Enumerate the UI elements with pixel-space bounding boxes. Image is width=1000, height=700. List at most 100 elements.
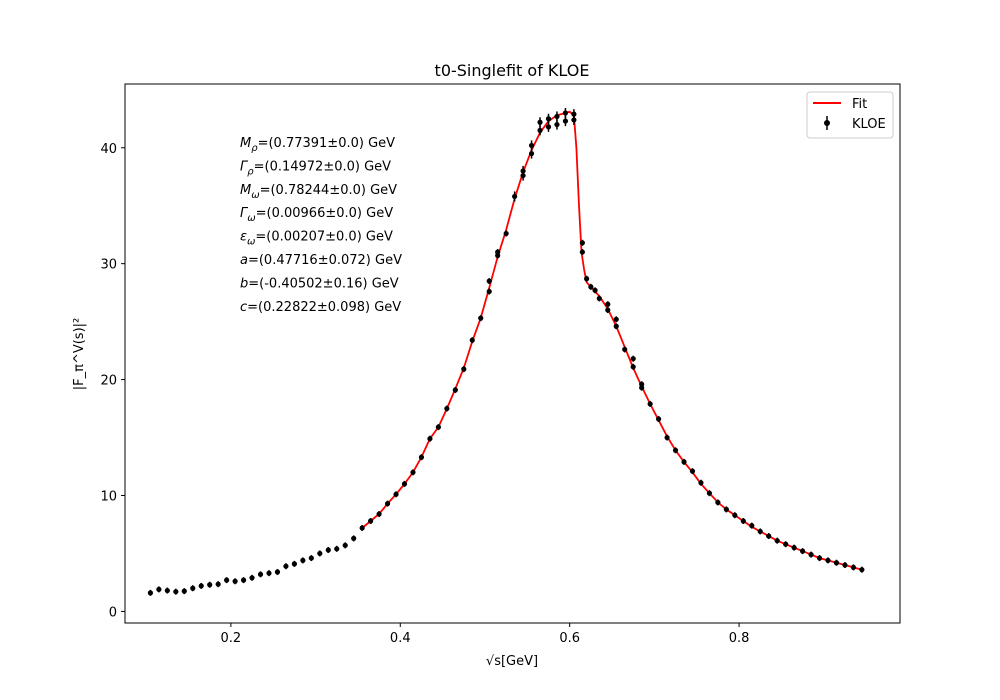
kloe-data-point xyxy=(198,582,204,589)
kloe-data-point xyxy=(562,107,569,118)
kloe-data-point xyxy=(732,512,738,519)
kloe-data-point xyxy=(249,574,255,581)
y-tick-label: 20 xyxy=(100,374,117,389)
fit-parameter-line: εω=(0.00207±0.0) GeV xyxy=(240,230,393,248)
kloe-data-point xyxy=(334,545,340,552)
y-tick-label: 40 xyxy=(100,142,117,157)
kloe-data-point xyxy=(207,581,213,588)
kloe-data-point xyxy=(232,578,238,585)
kloe-series-layer xyxy=(147,107,865,596)
x-axis-label: √s[GeV] xyxy=(486,654,538,669)
kloe-data-point xyxy=(596,295,602,302)
kloe-data-point xyxy=(435,424,441,431)
fit-parameter-line: c=(0.22822±0.098) GeV xyxy=(240,300,401,315)
kloe-data-point xyxy=(469,337,475,344)
kloe-data-point xyxy=(816,555,823,562)
fit-parameter-line: Mρ=(0.77391±0.0) GeV xyxy=(240,136,395,154)
kloe-data-point xyxy=(240,577,247,584)
kloe-data-point xyxy=(190,585,196,592)
kloe-data-point xyxy=(799,548,806,555)
kloe-data-point xyxy=(545,121,552,132)
kloe-data-point xyxy=(579,239,585,246)
kloe-data-point xyxy=(571,114,577,125)
kloe-data-point xyxy=(147,589,154,596)
kloe-data-point xyxy=(647,400,653,407)
kloe-data-point xyxy=(639,384,645,391)
kloe-data-point xyxy=(613,323,619,330)
fit-parameters-annotation: Mρ=(0.77391±0.0) GeV Γρ=(0.14972±0.0) GeV… xyxy=(240,136,402,315)
kloe-data-point xyxy=(173,588,179,595)
kloe-data-point xyxy=(495,249,501,256)
kloe-data-point xyxy=(486,278,492,285)
fit-parameter-line: Γω=(0.00966±0.0) GeV xyxy=(240,206,393,224)
x-tick-label: 0.4 xyxy=(390,631,411,646)
kloe-data-point xyxy=(528,140,535,151)
kloe-data-point xyxy=(605,307,611,314)
kloe-data-point xyxy=(723,506,729,513)
legend-label-kloe: KLOE xyxy=(852,117,886,132)
kloe-data-point xyxy=(588,283,594,290)
kloe-data-point xyxy=(605,301,611,308)
kloe-data-point xyxy=(766,533,772,540)
kloe-data-point xyxy=(592,287,598,294)
legend-label-fit: Fit xyxy=(852,97,867,112)
fit-parameter-line: a=(0.47716±0.072) GeV xyxy=(240,253,402,268)
kloe-data-point xyxy=(325,546,331,553)
kloe-data-point xyxy=(842,562,848,569)
kloe-data-point xyxy=(317,550,323,557)
kloe-data-point xyxy=(774,537,780,544)
y-axis: 0 10 20 30 40 xyxy=(100,142,125,620)
x-tick-label: 0.8 xyxy=(729,631,750,646)
y-axis-label: |F_π^V(s)|² xyxy=(72,318,87,390)
kloe-data-point xyxy=(825,557,831,564)
x-axis: 0.2 0.4 0.6 0.8 xyxy=(221,623,750,646)
kloe-data-point xyxy=(850,564,857,571)
kloe-data-point xyxy=(444,405,450,412)
kloe-data-point xyxy=(630,363,636,370)
fit-parameter-line: Mω=(0.78244±0.0) GeV xyxy=(240,183,397,201)
y-tick-label: 0 xyxy=(109,605,117,620)
kloe-data-point xyxy=(537,117,543,128)
kloe-data-point xyxy=(351,535,357,542)
kloe-data-point xyxy=(359,524,365,531)
kloe-data-point xyxy=(224,577,230,584)
kloe-data-point xyxy=(376,511,382,518)
kloe-data-point xyxy=(757,528,763,535)
kloe-data-point xyxy=(833,559,840,566)
kloe-data-point xyxy=(554,119,560,130)
kloe-data-point xyxy=(486,288,492,295)
kloe-data-point xyxy=(300,557,306,564)
kloe-data-point xyxy=(808,551,814,558)
kloe-data-point xyxy=(859,566,865,573)
kloe-data-point xyxy=(410,469,416,476)
kloe-data-point xyxy=(520,165,526,176)
kloe-data-point xyxy=(512,191,518,202)
kloe-data-point xyxy=(656,415,662,422)
kloe-data-point xyxy=(698,479,704,486)
kloe-data-point xyxy=(156,586,162,593)
legend-kloe-marker xyxy=(824,120,830,126)
fit-parameter-line: b=(-0.40502±0.16) GeV xyxy=(240,276,399,291)
kloe-data-point xyxy=(342,542,348,549)
kloe-data-point xyxy=(393,491,399,498)
kloe-data-point xyxy=(715,499,721,506)
kloe-data-point xyxy=(478,315,484,322)
kloe-data-point xyxy=(283,563,289,570)
kloe-data-point xyxy=(689,468,696,475)
kloe-data-point xyxy=(164,587,170,594)
kloe-data-point xyxy=(613,316,619,323)
kloe-data-point xyxy=(791,544,797,551)
kloe-data-point xyxy=(584,275,590,282)
x-tick-label: 0.2 xyxy=(221,631,242,646)
kloe-data-point xyxy=(783,541,789,548)
kloe-data-point xyxy=(291,560,297,567)
y-tick-label: 10 xyxy=(100,489,117,504)
kloe-data-point xyxy=(257,571,264,578)
legend: Fit KLOE xyxy=(806,91,894,139)
kloe-data-point xyxy=(672,447,679,454)
kloe-data-point xyxy=(384,500,391,507)
kloe-data-point xyxy=(579,249,585,256)
kloe-data-point xyxy=(630,355,636,362)
kloe-data-point xyxy=(503,230,509,237)
